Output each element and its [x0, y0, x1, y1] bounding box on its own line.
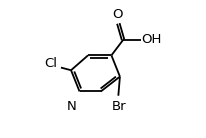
Text: OH: OH [142, 33, 162, 47]
Text: Br: Br [111, 100, 126, 113]
Text: Cl: Cl [44, 57, 57, 70]
Text: N: N [67, 100, 77, 113]
Text: O: O [112, 8, 123, 21]
